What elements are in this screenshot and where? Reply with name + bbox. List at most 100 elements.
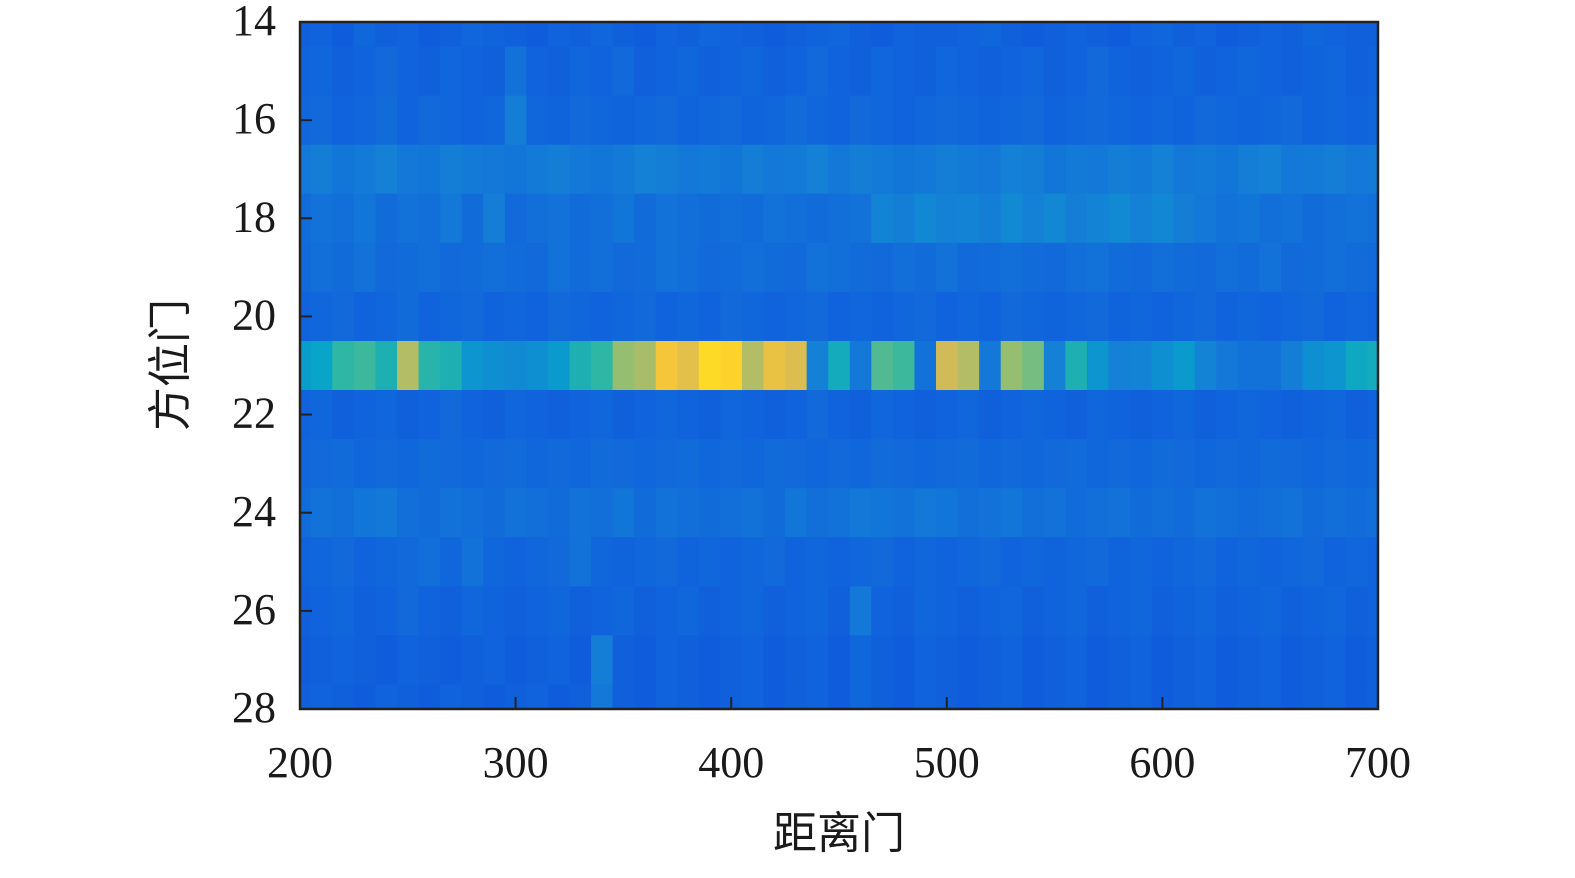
x-tick-label: 200 — [267, 738, 333, 787]
heatmap-cell — [720, 488, 743, 538]
heatmap-cell — [677, 635, 700, 685]
heatmap-cell — [979, 46, 1002, 97]
heatmap-cell — [1000, 488, 1023, 538]
heatmap-cell — [397, 22, 420, 48]
heatmap-cell — [569, 46, 592, 97]
heatmap-cell — [1086, 291, 1109, 342]
heatmap-cell — [957, 439, 980, 489]
heatmap-cell — [634, 488, 657, 538]
heatmap-cell — [1173, 46, 1196, 97]
heatmap-cell — [849, 635, 872, 685]
heatmap-cell — [1194, 22, 1217, 48]
heatmap-cell — [397, 439, 420, 489]
heatmap-cell — [634, 95, 657, 146]
heatmap-cell — [353, 46, 376, 97]
heatmap-cell — [1302, 22, 1325, 48]
heatmap-cell — [612, 586, 635, 636]
heatmap-cell — [1043, 390, 1066, 440]
heatmap-cell — [1086, 193, 1109, 244]
heatmap-cell — [1173, 488, 1196, 538]
heatmap-cell — [785, 537, 808, 587]
heatmap-cell — [483, 635, 506, 685]
heatmap-cell — [1065, 488, 1088, 538]
heatmap-cell — [698, 439, 721, 489]
heatmap-cell — [547, 46, 570, 97]
heatmap-cell — [828, 291, 851, 342]
heatmap-cell — [375, 340, 398, 391]
heatmap-cell — [655, 22, 678, 48]
heatmap-cell — [526, 46, 549, 97]
heatmap-cell — [332, 46, 355, 97]
y-tick-label: 24 — [232, 487, 276, 536]
heatmap-cell — [332, 635, 355, 685]
heatmap-cell — [849, 144, 872, 195]
heatmap-cell — [353, 586, 376, 636]
heatmap-cell — [461, 390, 484, 440]
heatmap-cell — [353, 242, 376, 293]
x-tick-label: 600 — [1129, 738, 1195, 787]
heatmap-cell — [310, 193, 333, 244]
heatmap-cell — [677, 488, 700, 538]
heatmap-cell — [418, 537, 441, 587]
heatmap-cell — [1151, 340, 1174, 391]
heatmap-cell — [763, 22, 786, 48]
heatmap-cell — [936, 537, 959, 587]
heatmap-cell — [353, 193, 376, 244]
heatmap-cell — [1130, 390, 1153, 440]
heatmap-cell — [1367, 95, 1378, 146]
heatmap-cell — [418, 439, 441, 489]
heatmap-cell — [936, 242, 959, 293]
heatmap-cell — [310, 488, 333, 538]
heatmap-cell — [461, 291, 484, 342]
heatmap-cell — [1065, 242, 1088, 293]
heatmap-cell — [892, 46, 915, 97]
heatmap-cell — [1086, 488, 1109, 538]
heatmap-cell — [547, 193, 570, 244]
heatmap-cell — [1237, 635, 1260, 685]
heatmap-cell — [300, 340, 312, 391]
heatmap-cell — [1086, 242, 1109, 293]
heatmap-cell — [1237, 22, 1260, 48]
heatmap-cell — [1108, 242, 1131, 293]
heatmap-cell — [720, 586, 743, 636]
heatmap-cell — [332, 439, 355, 489]
heatmap-cell — [1173, 22, 1196, 48]
heatmap-cell — [526, 635, 549, 685]
heatmap-cell — [871, 537, 894, 587]
heatmap-cell — [785, 439, 808, 489]
heatmap-cell — [1173, 95, 1196, 146]
heatmap-cell — [1194, 537, 1217, 587]
y-tick-label: 20 — [232, 291, 276, 340]
heatmap-cell — [440, 46, 463, 97]
heatmap-cell — [1000, 340, 1023, 391]
heatmap-cell — [763, 488, 786, 538]
heatmap-cell — [310, 95, 333, 146]
heatmap-cell — [892, 488, 915, 538]
heatmap-cell — [1302, 144, 1325, 195]
heatmap-cell — [1130, 488, 1153, 538]
heatmap-cell — [332, 193, 355, 244]
heatmap-cell — [300, 46, 312, 97]
heatmap-cell — [871, 22, 894, 48]
heatmap-cell — [440, 95, 463, 146]
heatmap-cell — [1237, 95, 1260, 146]
heatmap-cell — [1237, 291, 1260, 342]
heatmap-cell — [936, 439, 959, 489]
heatmap-cell — [936, 95, 959, 146]
heatmap-cell — [634, 340, 657, 391]
heatmap-cell — [483, 193, 506, 244]
heatmap-cell — [914, 291, 937, 342]
x-tick-label: 700 — [1345, 738, 1411, 787]
heatmap-cell — [1022, 635, 1045, 685]
heatmap-cell — [1194, 144, 1217, 195]
heatmap-cell — [1194, 193, 1217, 244]
heatmap-cell — [1065, 144, 1088, 195]
heatmap-cell — [1065, 46, 1088, 97]
heatmap-cell — [892, 22, 915, 48]
heatmap-cell — [310, 635, 333, 685]
heatmap-cell — [677, 586, 700, 636]
heatmap-cell — [1302, 439, 1325, 489]
heatmap-cell — [828, 242, 851, 293]
heatmap-cell — [1000, 586, 1023, 636]
heatmap-cell — [300, 22, 312, 48]
